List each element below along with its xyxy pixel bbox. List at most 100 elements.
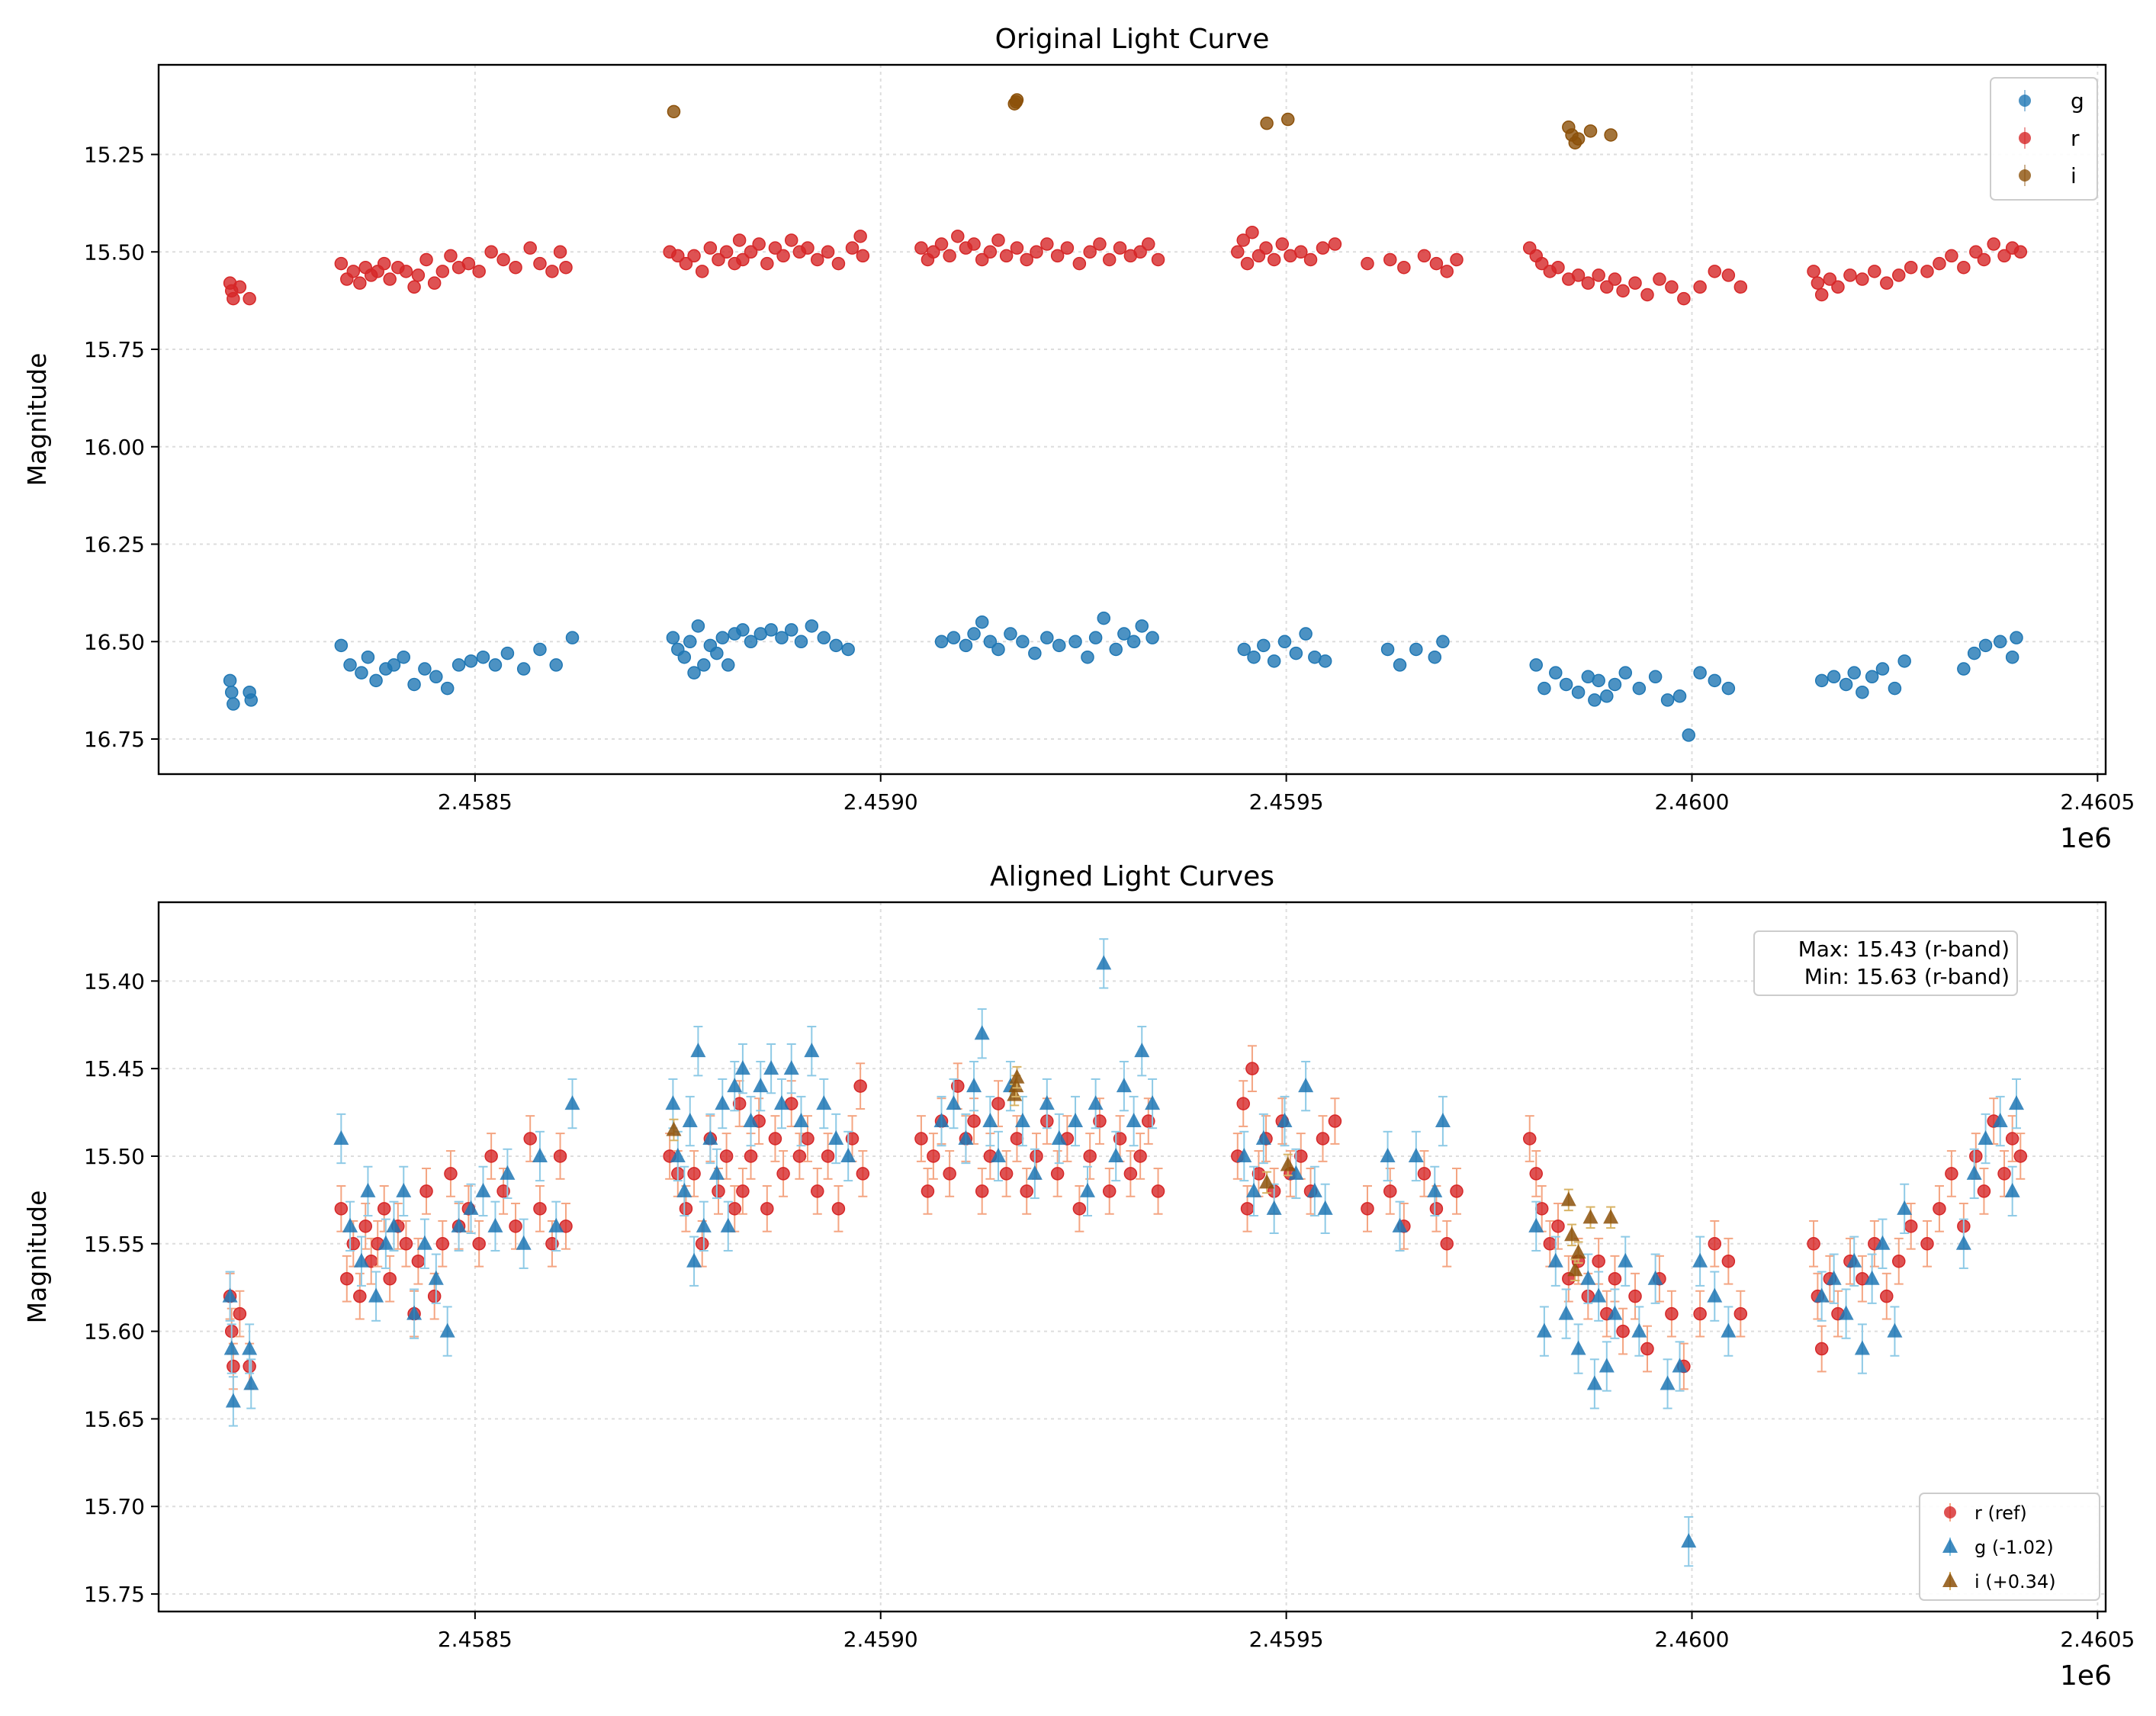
data-point bbox=[828, 1130, 844, 1145]
series-g bbox=[223, 611, 2023, 742]
max-magnitude-text: Max: 15.43 (r-band) bbox=[1798, 937, 2010, 962]
data-point bbox=[418, 662, 432, 676]
data-point bbox=[1528, 1217, 1544, 1232]
y-tick-label: 16.50 bbox=[84, 629, 145, 654]
max-min-annotation: Max: 15.43 (r-band)Min: 15.63 (r-band) bbox=[1753, 930, 2018, 996]
data-point bbox=[358, 1220, 373, 1233]
data-point bbox=[1135, 619, 1149, 633]
y-tick-label: 15.25 bbox=[84, 143, 145, 168]
data-point bbox=[553, 1149, 567, 1163]
data-point bbox=[411, 1254, 426, 1268]
data-point bbox=[715, 631, 730, 644]
data-point bbox=[991, 233, 1005, 247]
data-point bbox=[1591, 1287, 1607, 1303]
data-point bbox=[1891, 1254, 1906, 1268]
data-point bbox=[1888, 681, 1902, 696]
data-point bbox=[773, 1095, 789, 1110]
data-point bbox=[975, 615, 989, 629]
data-point bbox=[1133, 245, 1147, 259]
data-point bbox=[516, 662, 531, 676]
data-point bbox=[695, 265, 709, 278]
data-point bbox=[1692, 1252, 1708, 1268]
grid bbox=[159, 902, 2106, 1612]
data-point bbox=[853, 230, 867, 243]
data-point bbox=[386, 1217, 402, 1232]
data-point bbox=[1693, 666, 1707, 680]
data-point bbox=[1558, 1305, 1574, 1320]
legend-marker bbox=[1942, 1573, 1958, 1587]
data-point bbox=[1529, 1167, 1543, 1181]
original-light-curve-panel: 2.4585 2.4590 2.4595 2.4600 2.46051e615.2515… bbox=[22, 24, 2135, 854]
data-point bbox=[2013, 245, 2028, 259]
data-point bbox=[1440, 265, 1454, 278]
data-point bbox=[845, 241, 860, 255]
y-tick-label: 15.65 bbox=[84, 1406, 145, 1432]
data-point bbox=[1955, 1235, 1971, 1250]
data-point bbox=[687, 1167, 701, 1181]
data-point bbox=[776, 1167, 790, 1181]
data-point bbox=[377, 256, 391, 271]
legend-item-i: i (+0.34) bbox=[1942, 1571, 2056, 1592]
data-point bbox=[1429, 256, 1444, 271]
data-point bbox=[1631, 1322, 1647, 1338]
data-point bbox=[1897, 1200, 1913, 1215]
data-point bbox=[710, 646, 724, 660]
data-point bbox=[1559, 677, 1573, 692]
data-point bbox=[496, 252, 510, 267]
data-point bbox=[488, 658, 503, 672]
data-point bbox=[1992, 1113, 2008, 1128]
data-point bbox=[533, 256, 547, 271]
data-point bbox=[1571, 685, 1586, 699]
data-point bbox=[427, 276, 442, 290]
data-point bbox=[821, 1149, 835, 1163]
data-point bbox=[500, 646, 515, 660]
data-point bbox=[1682, 728, 1695, 742]
data-point bbox=[1693, 280, 1707, 294]
data-point bbox=[856, 249, 870, 263]
data-point bbox=[472, 265, 486, 278]
x-offset-label: 1e6 bbox=[2060, 823, 2112, 854]
data-point bbox=[958, 1130, 974, 1145]
chart-title: Aligned Light Curves bbox=[990, 861, 1274, 892]
data-point bbox=[1831, 280, 1845, 294]
data-point bbox=[934, 237, 949, 251]
data-point bbox=[1618, 1252, 1634, 1268]
data-point bbox=[1102, 1184, 1117, 1198]
legend: gri bbox=[1990, 77, 2098, 201]
data-point bbox=[427, 1289, 442, 1303]
data-point bbox=[991, 1097, 1005, 1110]
data-point bbox=[1536, 1322, 1552, 1338]
plot-area bbox=[223, 93, 2028, 742]
data-point bbox=[721, 658, 735, 672]
data-point bbox=[1721, 681, 1736, 696]
data-point bbox=[1123, 1167, 1138, 1181]
data-point bbox=[1814, 1342, 1829, 1356]
data-point bbox=[1966, 1165, 1982, 1180]
x-axis: 2.4585 2.4590 2.4595 2.4600 2.4605 1e6 bbox=[438, 774, 2135, 854]
data-point bbox=[719, 245, 734, 259]
data-point bbox=[702, 1130, 718, 1145]
data-point bbox=[983, 245, 998, 259]
data-point bbox=[1608, 1271, 1622, 1286]
data-point bbox=[484, 1149, 498, 1163]
data-point bbox=[1847, 666, 1861, 680]
x-tick-label: 2.4585 bbox=[438, 789, 512, 815]
data-point bbox=[523, 1132, 537, 1146]
data-point bbox=[776, 249, 790, 263]
data-point bbox=[676, 1182, 692, 1197]
annotation-box bbox=[1753, 930, 2018, 996]
data-point bbox=[1260, 116, 1274, 130]
data-point bbox=[764, 623, 778, 637]
data-point bbox=[222, 1287, 238, 1303]
data-point bbox=[1823, 272, 1837, 286]
y-tick-label: 16.25 bbox=[84, 532, 145, 558]
data-point bbox=[679, 256, 693, 271]
data-point bbox=[451, 1217, 467, 1232]
data-point bbox=[1020, 252, 1033, 267]
data-point bbox=[1957, 662, 1971, 676]
data-point bbox=[1068, 1113, 1084, 1128]
data-point bbox=[1051, 1130, 1067, 1145]
data-point bbox=[242, 1340, 258, 1355]
data-point bbox=[794, 635, 808, 649]
data-point bbox=[1967, 646, 1981, 660]
